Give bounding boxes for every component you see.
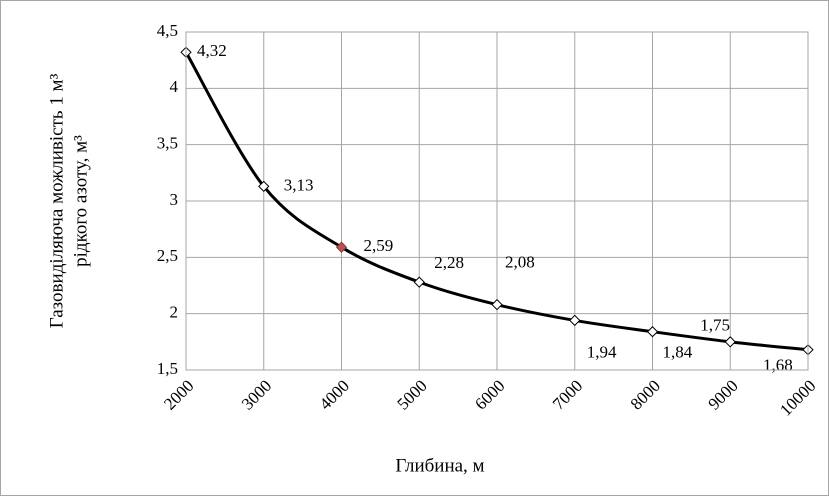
y-axis-label: рідкого азоту, м³ bbox=[70, 135, 91, 267]
data-label: 1,68 bbox=[763, 356, 793, 375]
data-point bbox=[413, 276, 425, 288]
y-axis-label: Газовиділяюча можливість 1 м³ bbox=[46, 73, 67, 328]
data-label: 3,13 bbox=[284, 175, 314, 194]
data-label: 2,59 bbox=[364, 236, 394, 255]
y-tick-label: 4 bbox=[170, 77, 179, 96]
data-label: 1,75 bbox=[700, 316, 730, 335]
plot-border bbox=[185, 31, 809, 371]
data-point bbox=[335, 241, 348, 253]
y-tick-label: 2 bbox=[170, 303, 179, 322]
data-point bbox=[724, 336, 736, 348]
data-point bbox=[491, 298, 503, 311]
data-label: 2,08 bbox=[505, 253, 535, 272]
y-tick-label: 3,5 bbox=[157, 134, 178, 153]
data-point bbox=[569, 314, 581, 327]
y-tick-label: 1,5 bbox=[157, 359, 178, 378]
y-tick-label: 4,5 bbox=[157, 21, 178, 40]
data-label: 2,28 bbox=[434, 253, 464, 272]
data-point bbox=[258, 180, 270, 193]
y-tick-label: 3 bbox=[170, 190, 179, 209]
x-axis-label: Глибина, м bbox=[395, 455, 484, 476]
data-point bbox=[646, 326, 659, 338]
data-label: 1,84 bbox=[663, 343, 693, 362]
data-label: 4,32 bbox=[197, 41, 227, 60]
data-label: 1,94 bbox=[587, 342, 617, 361]
y-tick-label: 2,5 bbox=[157, 246, 178, 265]
